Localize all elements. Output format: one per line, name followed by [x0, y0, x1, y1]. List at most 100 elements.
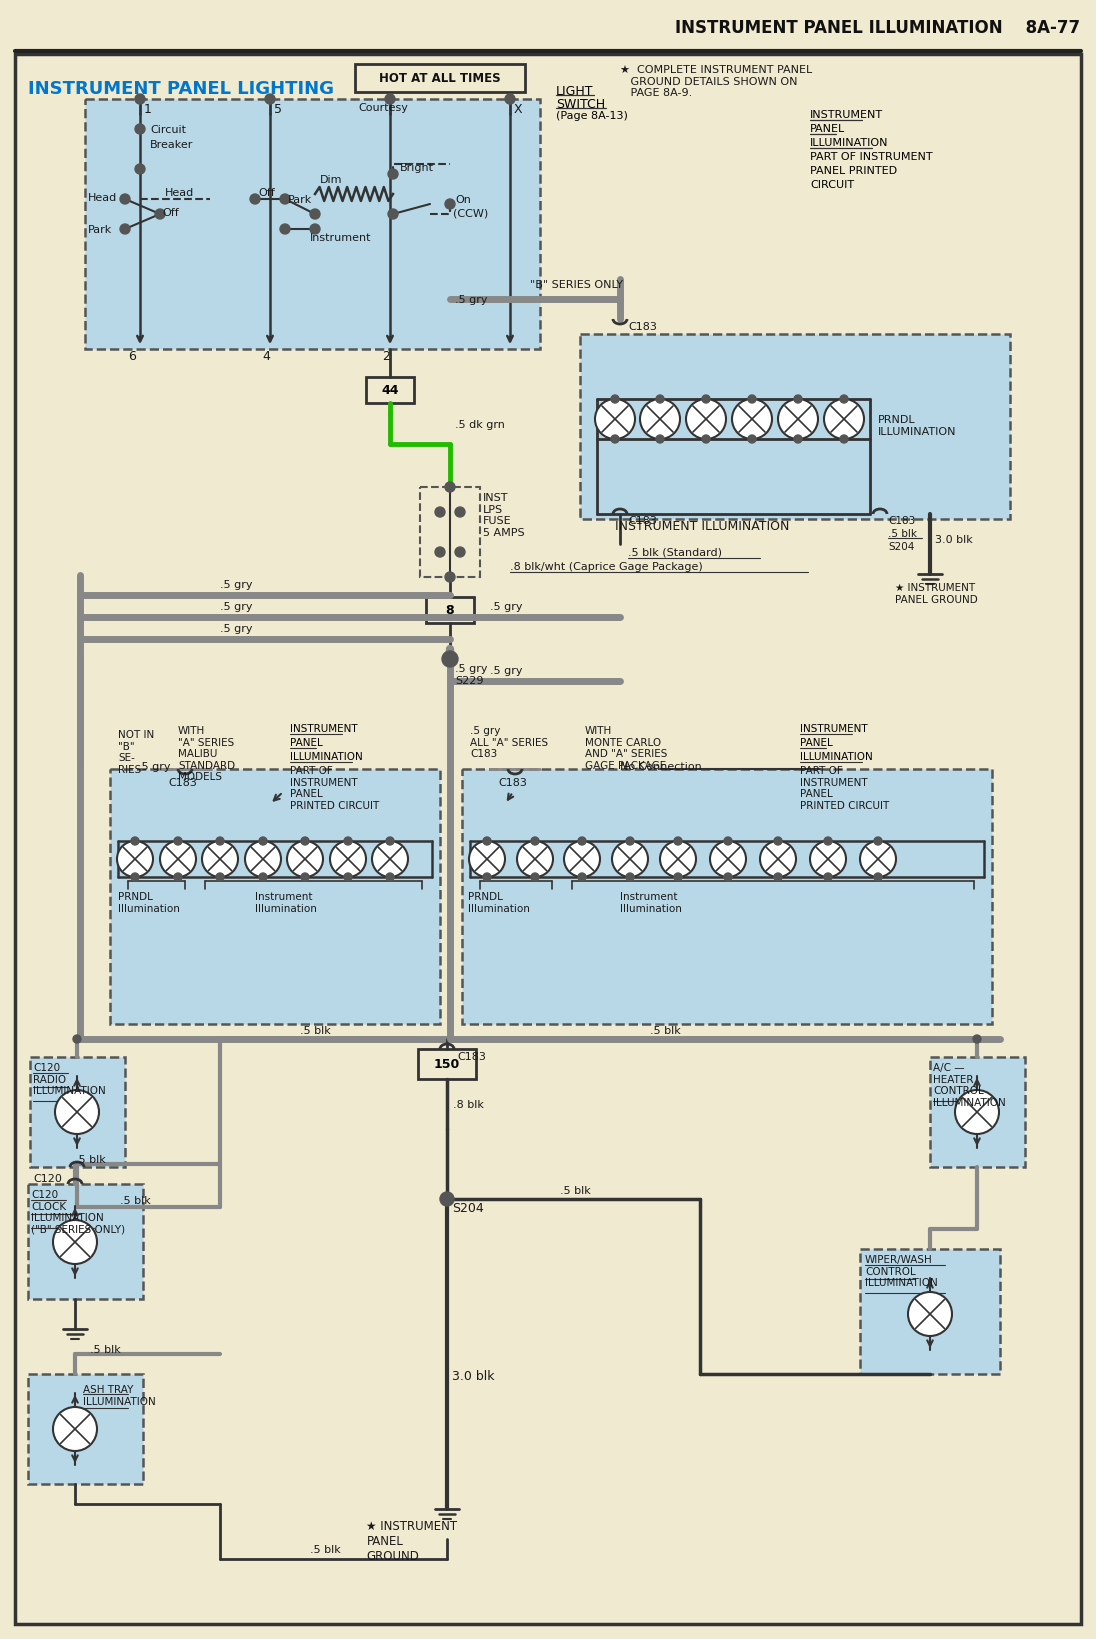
Text: Instrument
Illumination: Instrument Illumination [620, 892, 682, 913]
Circle shape [469, 841, 505, 877]
Circle shape [703, 436, 710, 444]
Bar [860, 1249, 1000, 1373]
Circle shape [310, 210, 320, 220]
Text: 150: 150 [434, 1057, 460, 1070]
Circle shape [794, 436, 802, 444]
Text: .5 blk: .5 blk [650, 1026, 681, 1036]
Text: 2: 2 [383, 349, 390, 362]
Text: .5 blk: .5 blk [90, 1344, 121, 1354]
Text: .5 gry: .5 gry [490, 602, 523, 611]
Circle shape [386, 874, 393, 882]
Text: .5 gry: .5 gry [490, 665, 523, 675]
Text: C183: C183 [628, 321, 657, 331]
Text: 1: 1 [144, 103, 152, 116]
Circle shape [132, 838, 139, 846]
Text: C120
CLOCK
ILLUMINATION
("B" SERIES ONLY): C120 CLOCK ILLUMINATION ("B" SERIES ONLY… [31, 1190, 125, 1234]
Circle shape [344, 874, 352, 882]
Circle shape [640, 400, 680, 439]
Bar [85, 100, 540, 349]
Text: .8 blk/wht (Caprice Gage Package): .8 blk/wht (Caprice Gage Package) [510, 562, 703, 572]
Text: .5 gry: .5 gry [220, 580, 252, 590]
Circle shape [135, 166, 145, 175]
Circle shape [760, 841, 796, 877]
Circle shape [455, 508, 465, 518]
Circle shape [517, 841, 553, 877]
Circle shape [874, 874, 882, 882]
Text: 3.0 blk: 3.0 blk [452, 1369, 494, 1382]
Circle shape [372, 841, 408, 877]
Bar [931, 1057, 1025, 1167]
Circle shape [119, 225, 130, 234]
Text: A/C —
HEATER
CONTROL
ILLUMINATION: A/C — HEATER CONTROL ILLUMINATION [933, 1062, 1006, 1106]
Circle shape [174, 838, 182, 846]
Circle shape [483, 874, 491, 882]
Circle shape [385, 95, 395, 105]
Bar [366, 377, 414, 403]
Bar [426, 598, 473, 623]
Circle shape [564, 841, 600, 877]
Circle shape [287, 841, 323, 877]
Text: ★ INSTRUMENT
PANEL
GROUND: ★ INSTRUMENT PANEL GROUND [366, 1519, 457, 1562]
Text: .5 blk: .5 blk [560, 1185, 591, 1195]
Circle shape [160, 841, 196, 877]
Circle shape [710, 841, 746, 877]
Circle shape [445, 200, 455, 210]
Circle shape [747, 395, 756, 403]
Circle shape [774, 874, 783, 882]
Circle shape [610, 436, 619, 444]
Bar [420, 488, 480, 577]
Text: .5 gry
ALL "A" SERIES
C183: .5 gry ALL "A" SERIES C183 [470, 726, 548, 759]
Circle shape [840, 436, 848, 444]
Circle shape [435, 508, 445, 518]
Bar [28, 1185, 142, 1300]
Circle shape [53, 1221, 98, 1264]
Circle shape [445, 572, 455, 582]
Circle shape [259, 838, 267, 846]
Text: C183: C183 [888, 516, 915, 526]
Text: ILLUMINATION: ILLUMINATION [800, 752, 872, 762]
Text: INSTRUMENT ILLUMINATION: INSTRUMENT ILLUMINATION [615, 520, 789, 533]
Text: PART OF INSTRUMENT: PART OF INSTRUMENT [810, 152, 933, 162]
Text: .5 blk: .5 blk [310, 1544, 341, 1554]
Text: INSTRUMENT PANEL LIGHTING: INSTRUMENT PANEL LIGHTING [28, 80, 334, 98]
Circle shape [246, 841, 281, 877]
Text: .8 blk: .8 blk [453, 1100, 483, 1110]
Text: 6: 6 [128, 349, 136, 362]
Bar [0, 0, 1096, 56]
Text: ★ INSTRUMENT
PANEL GROUND: ★ INSTRUMENT PANEL GROUND [895, 582, 978, 605]
Circle shape [973, 1036, 981, 1044]
Text: .5 blk: .5 blk [888, 529, 917, 539]
Circle shape [530, 838, 539, 846]
Circle shape [674, 838, 682, 846]
Circle shape [612, 841, 648, 877]
Bar [28, 1373, 142, 1483]
Text: .5 gry: .5 gry [220, 602, 252, 611]
Text: PART OF
INSTRUMENT
PANEL
PRINTED CIRCUIT: PART OF INSTRUMENT PANEL PRINTED CIRCUIT [290, 765, 379, 810]
Text: WIPER/WASH
CONTROL
ILLUMINATION: WIPER/WASH CONTROL ILLUMINATION [865, 1254, 938, 1287]
Circle shape [442, 652, 458, 667]
Text: PRNDL
ILLUMINATION: PRNDL ILLUMINATION [878, 415, 957, 436]
Circle shape [216, 838, 224, 846]
Circle shape [840, 395, 848, 403]
Text: .5 gry: .5 gry [138, 762, 171, 772]
Text: (CCW): (CCW) [453, 208, 488, 218]
Text: INSTRUMENT: INSTRUMENT [290, 723, 357, 734]
Text: .5 blk (Standard): .5 blk (Standard) [628, 547, 722, 557]
Circle shape [703, 395, 710, 403]
Text: Circuit: Circuit [150, 125, 186, 134]
Text: .5 blk: .5 blk [75, 1154, 105, 1164]
Text: .5 gry: .5 gry [220, 623, 252, 634]
Text: HOT AT ALL TIMES: HOT AT ALL TIMES [379, 72, 501, 85]
Text: INSTRUMENT PANEL ILLUMINATION    8A-77: INSTRUMENT PANEL ILLUMINATION 8A-77 [675, 20, 1080, 38]
Circle shape [660, 841, 696, 877]
Circle shape [824, 874, 832, 882]
Text: C120
RADIO
ILLUMINATION: C120 RADIO ILLUMINATION [33, 1062, 105, 1095]
Text: C183: C183 [168, 777, 197, 787]
Text: C183: C183 [498, 777, 527, 787]
Bar [110, 770, 439, 1024]
Circle shape [155, 210, 165, 220]
Text: .5 gry: .5 gry [455, 295, 488, 305]
Circle shape [455, 547, 465, 557]
Text: .5 gry
S229: .5 gry S229 [455, 664, 488, 685]
Circle shape [132, 874, 139, 882]
